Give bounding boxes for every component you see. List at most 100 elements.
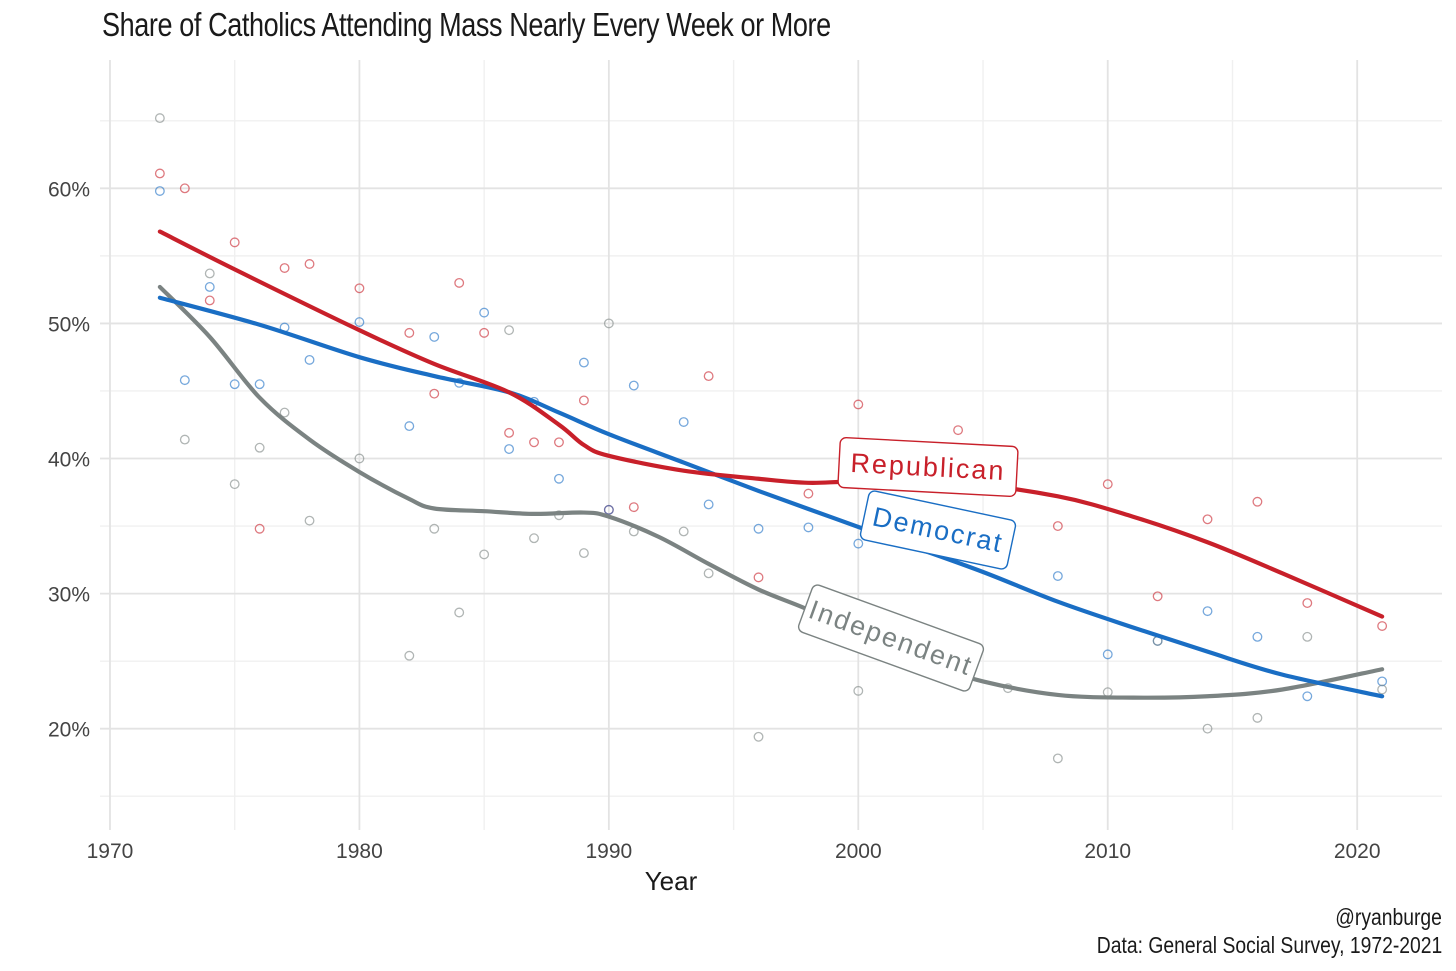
y-tick-label: 50% — [48, 313, 90, 336]
y-tick-label: 60% — [48, 178, 90, 201]
data-point-democrat — [703, 499, 714, 510]
data-point-independent — [529, 533, 539, 544]
data-point-republican — [578, 395, 589, 406]
axis-layer: 1970 1980 1990 2000 2010 2020 20% 30% 40% 50% 60% Y… — [48, 178, 1381, 896]
data-point-democrat — [504, 444, 515, 455]
data-point-democrat — [204, 281, 215, 292]
data-point-republican — [429, 388, 440, 399]
data-point-independent — [1377, 684, 1388, 695]
lines-layer — [157, 229, 1385, 700]
x-tick-label: 1970 — [87, 840, 134, 863]
data-point-republican — [703, 371, 714, 382]
data-point-democrat — [554, 473, 564, 484]
data-point-independent — [179, 434, 190, 445]
data-point-republican — [204, 295, 215, 306]
data-point-democrat — [628, 380, 639, 391]
data-point-independent — [678, 526, 689, 537]
data-point-democrat — [1052, 571, 1063, 581]
data-point-independent — [578, 548, 589, 559]
trend-line-republican — [157, 229, 1385, 619]
x-tick-label: 1980 — [336, 840, 383, 863]
data-point-democrat — [479, 307, 490, 318]
x-tick-label: 1990 — [586, 840, 633, 863]
line-label-box — [859, 490, 1017, 570]
data-point-democrat — [254, 379, 265, 390]
data-point-independent — [703, 568, 714, 579]
data-point-republican — [279, 263, 290, 273]
data-point-republican — [504, 427, 515, 438]
data-point-republican — [753, 572, 764, 583]
data-point-republican — [529, 437, 539, 448]
data-point-republican — [404, 327, 415, 338]
data-point-republican — [254, 523, 265, 534]
line-label-independent: Independent — [797, 584, 985, 692]
data-point-democrat — [803, 522, 814, 533]
data-point-democrat — [404, 421, 415, 432]
data-point-independent — [304, 515, 315, 526]
data-point-democrat — [753, 523, 764, 534]
x-tick-label: 2000 — [835, 840, 882, 863]
data-point-republican — [853, 399, 864, 410]
data-point-independent — [504, 325, 515, 336]
line-label-box — [797, 584, 985, 692]
data-point-democrat — [229, 379, 240, 390]
data-point-republican — [179, 183, 190, 194]
line-label-democrat: Democrat — [859, 490, 1017, 570]
data-point-republican — [1102, 479, 1113, 490]
line-label-republican: Republican — [837, 436, 1019, 498]
data-point-independent — [753, 731, 764, 742]
chart-title: Share of Catholics Attending Mass Nearly… — [102, 6, 831, 43]
data-point-republican — [803, 488, 814, 499]
x-tick-label: 2020 — [1334, 840, 1381, 863]
y-tick-label: 20% — [48, 719, 90, 742]
data-point-independent — [454, 607, 465, 618]
data-point-independent — [204, 268, 215, 279]
data-point-democrat — [429, 331, 440, 342]
data-point-republican — [1252, 496, 1263, 507]
y-tick-label: 40% — [48, 449, 90, 472]
data-point-independent — [1202, 723, 1213, 734]
data-point-independent — [279, 407, 290, 418]
data-point-republican — [229, 237, 240, 248]
data-point-democrat — [603, 504, 614, 515]
points-layer — [154, 113, 1388, 764]
data-point-democrat — [853, 538, 864, 549]
trend-line-democrat — [157, 295, 1385, 699]
data-point-republican — [304, 259, 315, 269]
data-point-democrat — [1102, 649, 1113, 660]
data-point-independent — [154, 113, 165, 124]
data-point-democrat — [304, 354, 315, 365]
x-tick-label: 2010 — [1084, 840, 1131, 863]
data-point-independent — [404, 650, 415, 661]
credit-source: Data: General Social Survey, 1972-2021 — [1096, 932, 1442, 958]
data-point-democrat — [578, 357, 589, 368]
x-axis-title: Year — [645, 866, 698, 896]
y-tick-label: 30% — [48, 584, 90, 607]
data-point-republican — [1152, 591, 1163, 602]
data-point-independent — [429, 523, 440, 534]
data-point-independent — [603, 318, 614, 329]
data-point-republican — [554, 437, 564, 448]
data-point-democrat — [1252, 631, 1263, 642]
data-point-republican — [628, 502, 639, 513]
data-point-republican — [953, 425, 964, 436]
data-point-democrat — [354, 317, 365, 328]
data-point-democrat — [678, 417, 689, 427]
data-point-republican — [154, 168, 165, 179]
data-point-democrat — [1302, 691, 1313, 702]
data-point-independent — [1052, 753, 1063, 764]
data-point-republican — [354, 283, 365, 294]
data-point-republican — [1302, 598, 1313, 609]
trend-line-independent — [157, 284, 1385, 700]
data-point-independent — [254, 442, 265, 453]
data-point-independent — [229, 479, 240, 490]
data-point-republican — [479, 327, 490, 338]
grid-layer — [100, 60, 1442, 830]
line-label-box — [837, 436, 1019, 498]
data-point-republican — [1052, 521, 1063, 532]
data-point-independent — [354, 453, 365, 464]
data-point-independent — [853, 685, 864, 696]
data-point-democrat — [1377, 676, 1388, 687]
data-point-democrat — [154, 186, 165, 196]
